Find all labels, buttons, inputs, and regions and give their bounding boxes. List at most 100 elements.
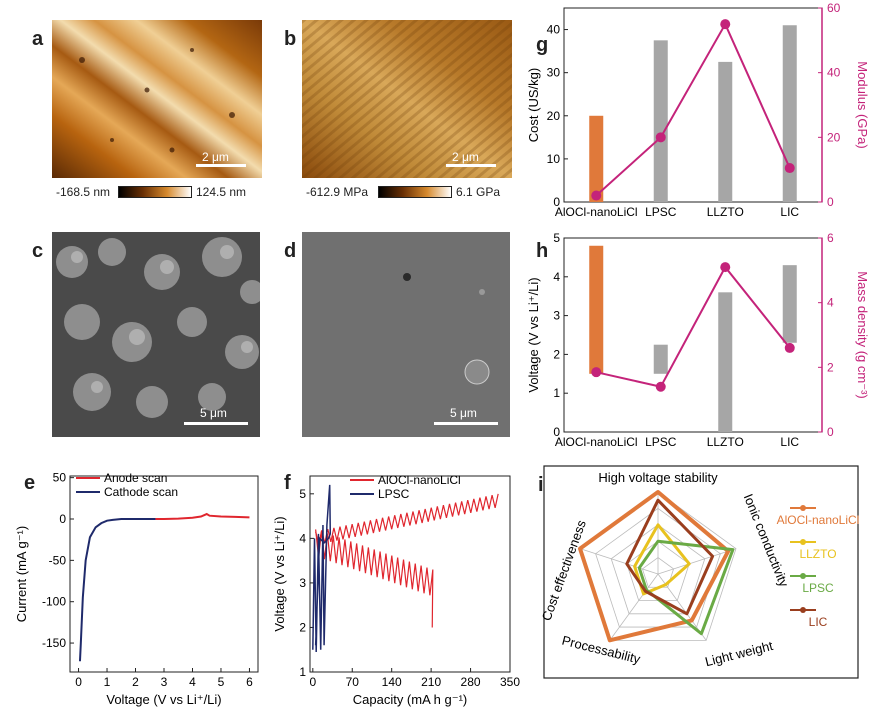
category-label-h: LIC [780,435,799,449]
y2-axis-label-h: Mass density (g cm⁻³) [855,271,870,399]
plot-frame-f [309,475,511,673]
panel-label-b: b [284,28,297,50]
y2-tick-label-g: 20 [827,130,841,144]
legend-label-i-0: AlOCl-nanoLiCl [777,513,860,527]
legend-marker-i-2 [800,573,806,579]
scale-text-b: 2 μm [452,150,479,164]
y2-axis-label-g: Modulus (GPa) [855,61,870,148]
y-axis-label-f: Voltage (V vs Li⁺/Li) [272,516,287,631]
y-tick-label-g: 20 [547,109,561,123]
sem-image-c [52,232,260,437]
series-line-f-discharge [315,529,434,628]
scale-bar-a [196,164,246,167]
legend-label-f-0: AlOCl-nanoLiCl [378,473,461,487]
radar-axis-label-3: Processability [560,633,642,667]
x-tick-label-f: 210 [421,675,441,689]
panel-label-f: f [284,472,291,494]
series-line-f-charge [315,493,499,545]
x-tick-label-f: 140 [382,675,402,689]
y2-tick-label-g: 0 [827,195,834,209]
y2-tick-label-g: 60 [827,1,841,15]
colorbar-min-b: -612.9 MPa [306,185,369,199]
y-tick-label-g: 40 [547,23,561,37]
radar-series-1 [633,523,691,596]
y-axis-label-h: Voltage (V vs Li⁺/Li) [526,277,541,392]
bar-h-2 [718,292,733,432]
y2-tick-label-h: 0 [827,425,834,439]
y-tick-label-h: 4 [553,270,560,284]
category-label-g: AlOCl-nanoLiCl [555,205,638,219]
category-label-h: LPSC [645,435,677,449]
radar-series-0 [578,490,731,643]
legend-label-i-3: LIC [809,615,828,629]
radar-axis-label-1: Ionic conductivity [741,492,792,590]
panel-label-e: e [24,472,36,494]
y-tick-label-e: 0 [59,512,66,526]
scale-text-d: 5 μm [450,406,477,420]
plot-frame-e [69,475,259,673]
density-point-h-2 [720,262,731,273]
legend-label-e-0: Anode scan [104,471,167,485]
category-label-g: LIC [780,205,799,219]
radar-axis-label-4: Cost effectiveness [540,518,589,623]
panel-label-a: a [32,28,44,50]
y2-tick-label-g: 40 [827,66,841,80]
modulus-point-g-0 [591,190,602,201]
modulus-point-g-1 [655,132,666,143]
bar-g-3 [782,25,797,202]
x-tick-label-e: 0 [75,675,82,689]
y-tick-label-h: 2 [553,347,560,361]
modulus-line-g [595,21,791,197]
series-line-e-1 [78,518,156,662]
density-point-h-3 [784,342,795,353]
radar-series-2 [637,539,735,636]
x-tick-label-f: 280 [461,675,481,689]
y-tick-label-g: 0 [553,195,560,209]
y-tick-label-h: 5 [553,231,560,245]
panel-label-c: c [32,240,44,262]
y-axis-label-e: Current (mA g⁻¹) [14,526,29,622]
category-label-g: LPSC [645,205,677,219]
colorbar-b [378,186,452,198]
x-tick-label-e: 3 [161,675,168,689]
legend-marker-i-1 [800,539,806,545]
y-tick-label-e: -100 [42,595,66,609]
legend-marker-i-0 [800,505,806,511]
series-line-e-0 [155,512,250,521]
y-tick-label-g: 10 [547,152,561,166]
category-label-g: LLZTO [707,205,744,219]
y2-tick-label-h: 2 [827,360,834,374]
y-tick-label-f: 5 [299,487,306,501]
sem-texture-d [302,232,510,437]
x-tick-label-e: 2 [132,675,139,689]
radar-frame [543,465,859,679]
radar-grid [610,524,706,615]
bar-g-1 [653,40,668,203]
bar-g-0 [589,115,604,202]
y-tick-label-e: -150 [42,636,66,650]
sem-image-d [302,232,510,437]
scale-text-c: 5 μm [200,406,227,420]
radar-spoke [579,548,659,575]
bar-h-0 [589,245,604,374]
category-label-h: AlOCl-nanoLiCl [555,435,638,449]
radar-axis-label-0: High voltage stability [598,470,718,485]
panel-label-h: h [536,240,549,262]
y2-tick-label-h: 6 [827,231,834,245]
chart-i: High voltage stability Ionic conductivity… [540,465,860,679]
radar-axis-label-2: Light weight [703,638,774,669]
scale-bar-d [434,422,498,425]
legend-label-f-1: LPSC [378,487,410,501]
panel-label-i: i [538,474,544,496]
x-tick-label-e: 1 [104,675,111,689]
y-tick-label-h: 1 [553,386,560,400]
y2-tick-label-h: 4 [827,296,834,310]
y-tick-label-e: -50 [49,553,67,567]
category-label-h: LLZTO [707,435,744,449]
modulus-point-g-2 [720,19,731,30]
afm-modulus-texture [302,20,512,178]
x-tick-label-f: 0 [309,675,316,689]
afm-height-image [52,20,262,178]
colorbar-a [118,186,192,198]
y-tick-label-h: 0 [553,425,560,439]
